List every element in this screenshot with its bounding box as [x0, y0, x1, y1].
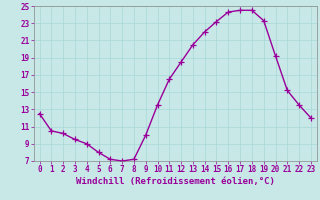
X-axis label: Windchill (Refroidissement éolien,°C): Windchill (Refroidissement éolien,°C) [76, 177, 275, 186]
